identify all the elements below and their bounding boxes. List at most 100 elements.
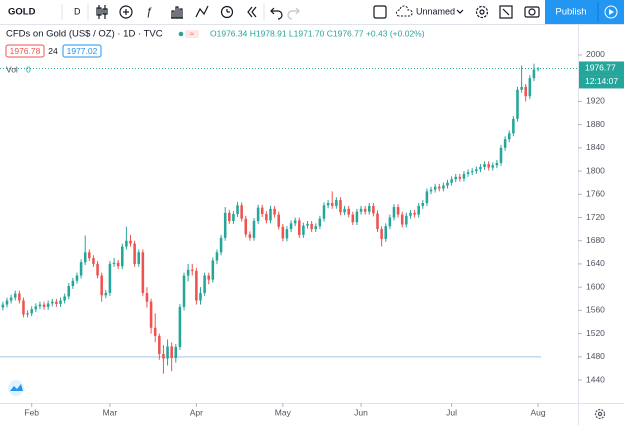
expand-icon[interactable] (499, 5, 513, 19)
candle-body (532, 69, 536, 79)
candle-body (104, 292, 108, 296)
layout-name[interactable]: Unnamed (416, 6, 455, 16)
y-tick-label: 1840 (586, 142, 605, 152)
candle-body (153, 327, 157, 336)
spread: 24 (48, 46, 58, 56)
candle-type-icon[interactable] (96, 5, 108, 19)
candle-body (38, 304, 42, 307)
candle-body (141, 252, 145, 293)
candle-body (34, 306, 38, 310)
candle-body (273, 208, 276, 215)
candle-body (524, 86, 527, 97)
candle-body (359, 208, 363, 212)
symbol[interactable]: GOLD (8, 7, 36, 18)
bid[interactable]: 1976.78 (10, 46, 41, 56)
candle-body (162, 353, 165, 359)
fullscreen-toggle[interactable] (373, 5, 387, 19)
ask[interactable]: 1977.02 (67, 46, 98, 56)
candle-body (285, 229, 289, 239)
last-price-box (579, 61, 624, 76)
candle-body (42, 304, 46, 307)
candle-body (108, 263, 112, 293)
candle-body (454, 176, 458, 180)
candle-body (479, 167, 482, 170)
candle-body (483, 164, 486, 168)
candle-body (450, 179, 453, 183)
candle-body (343, 208, 346, 213)
candle-body (462, 173, 466, 179)
candle-body (223, 212, 227, 238)
dropdown-arrow[interactable] (456, 9, 464, 14)
candle-body (310, 223, 313, 230)
y-tick-label: 1720 (586, 212, 605, 222)
candle-body (298, 220, 301, 235)
candle-body (5, 300, 9, 305)
candle-body (79, 262, 83, 276)
publish-button[interactable] (545, 0, 598, 24)
candle-body (149, 301, 153, 328)
play-icon[interactable] (604, 5, 618, 19)
candle-body (306, 223, 309, 226)
candle-body (466, 172, 470, 174)
status-badge (185, 30, 199, 38)
candle-body (133, 243, 136, 264)
candle-body (269, 208, 272, 221)
last-price-label: 1976.77 (585, 63, 616, 73)
y-tick-label: 1800 (586, 165, 605, 175)
candle-body (281, 226, 285, 239)
x-tick-label: Jun (354, 407, 368, 417)
candle-body (520, 86, 523, 90)
candle-body (302, 225, 305, 235)
y-tick-label: 1440 (586, 374, 605, 384)
candle-body (256, 207, 260, 221)
candle-body (248, 234, 252, 238)
candle-body (487, 164, 490, 168)
candle-body (388, 217, 392, 227)
y-tick-label: 2000 (586, 49, 605, 59)
interval[interactable]: D (74, 6, 81, 16)
y-tick-label: 1680 (586, 235, 605, 245)
settings-icon[interactable] (475, 5, 489, 19)
replay-icon[interactable] (220, 5, 234, 19)
candle-body (470, 171, 474, 173)
rewind-icon[interactable] (247, 6, 257, 18)
y-tick-label: 1880 (586, 119, 605, 129)
candle-body (437, 186, 441, 189)
compare-icon[interactable] (119, 5, 133, 19)
play-arrow (609, 9, 614, 15)
candle-body (203, 275, 206, 293)
candle-body (63, 296, 66, 301)
x-tick-label: Aug (531, 407, 546, 417)
bid-box[interactable] (5, 44, 45, 58)
candle-body (170, 346, 173, 358)
candle-body (1, 304, 5, 308)
candle-body (51, 301, 54, 304)
y-tick-label: 1520 (586, 328, 605, 338)
templates-icon[interactable] (171, 6, 183, 19)
candle-body (129, 240, 132, 244)
candle-body (145, 292, 149, 302)
candle-body (458, 176, 462, 179)
candle-body (429, 189, 433, 192)
x-tick-label: Apr (190, 407, 203, 417)
undo-icon[interactable] (270, 7, 283, 20)
candle-body (400, 214, 404, 225)
snapshot-icon[interactable] (524, 6, 540, 18)
axis-settings-icon[interactable] (594, 408, 606, 420)
candle-body (211, 260, 215, 280)
candle-body (92, 258, 95, 264)
indicators-icon[interactable]: ƒ (146, 6, 152, 18)
alert-icon[interactable] (195, 5, 209, 18)
candle-body (13, 293, 17, 298)
candle-body (186, 269, 190, 276)
ask-box[interactable] (62, 44, 102, 58)
candle-body (322, 205, 326, 219)
candle-body (166, 346, 169, 359)
candle-body (67, 285, 71, 297)
logo[interactable] (8, 380, 24, 396)
market-status (178, 31, 184, 37)
candle-body (368, 205, 371, 212)
candle-body (137, 252, 141, 264)
publish-label[interactable]: Publish (555, 7, 586, 18)
